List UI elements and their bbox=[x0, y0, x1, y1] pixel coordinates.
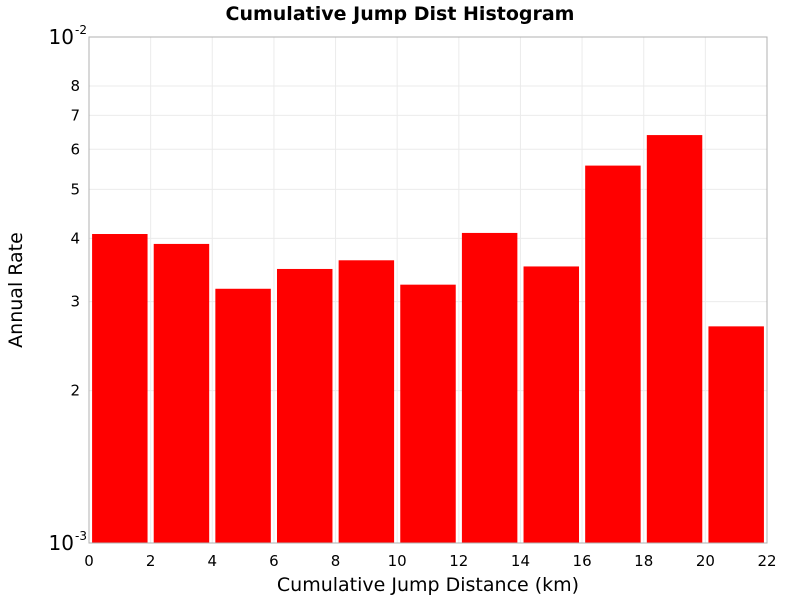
x-axis-label: Cumulative Jump Distance (km) bbox=[277, 574, 579, 596]
y-major-tick-label: 10 bbox=[49, 531, 74, 555]
x-tick-label: 0 bbox=[84, 552, 94, 570]
histogram-bar bbox=[461, 232, 518, 543]
histogram-bar bbox=[523, 266, 580, 543]
x-tick-label: 22 bbox=[757, 552, 776, 570]
histogram-bar bbox=[646, 135, 703, 543]
histogram-bar bbox=[400, 284, 456, 543]
x-tick-label: 8 bbox=[331, 552, 341, 570]
chart-title: Cumulative Jump Dist Histogram bbox=[226, 3, 575, 25]
histogram-bar bbox=[153, 243, 210, 543]
y-tick-label: 5 bbox=[70, 180, 80, 198]
bars bbox=[92, 135, 764, 543]
x-tick-label: 4 bbox=[207, 552, 217, 570]
x-tick-label: 20 bbox=[696, 552, 715, 570]
histogram-bar bbox=[585, 165, 641, 543]
histogram-bar bbox=[276, 268, 333, 543]
y-tick-label: 6 bbox=[70, 140, 80, 158]
x-tick-label: 16 bbox=[573, 552, 592, 570]
histogram-bar bbox=[92, 234, 148, 543]
plot-frame bbox=[88, 36, 768, 544]
y-major-tick-exponent: -2 bbox=[75, 23, 87, 37]
y-axis-label: Annual Rate bbox=[5, 232, 27, 348]
x-tick-label: 2 bbox=[146, 552, 156, 570]
y-major-tick-label: 10 bbox=[49, 25, 74, 49]
histogram-bar bbox=[215, 288, 271, 543]
y-tick-label: 4 bbox=[70, 229, 80, 247]
y-major-tick-exponent: -3 bbox=[75, 529, 87, 543]
y-tick-label: 3 bbox=[70, 293, 80, 311]
x-tick-label: 14 bbox=[511, 552, 530, 570]
x-axis-ticks: 0 2 4 6 8 10 12 14 16 18 20 22 bbox=[84, 552, 776, 570]
y-tick-label: 7 bbox=[70, 106, 80, 124]
x-tick-label: 6 bbox=[269, 552, 279, 570]
y-tick-label: 8 bbox=[70, 77, 80, 95]
x-tick-label: 12 bbox=[449, 552, 468, 570]
histogram-bar bbox=[708, 326, 764, 543]
histogram-bar bbox=[338, 260, 395, 543]
x-tick-label: 10 bbox=[388, 552, 407, 570]
x-tick-label: 18 bbox=[634, 552, 653, 570]
y-tick-label: 2 bbox=[70, 382, 80, 400]
